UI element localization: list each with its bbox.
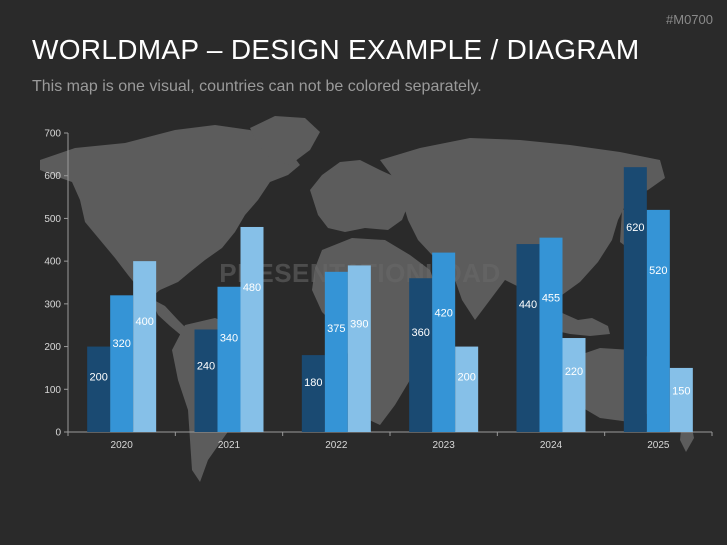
bar — [240, 226, 264, 432]
y-tick-label: 300 — [44, 299, 61, 310]
page-title: WORLDMAP – DESIGN EXAMPLE / DIAGRAM — [32, 34, 640, 65]
data-label: 620 — [626, 222, 644, 234]
bar — [516, 244, 540, 432]
x-tick-label: 2022 — [325, 440, 348, 451]
bar — [409, 278, 433, 432]
map-europe — [310, 160, 410, 232]
data-label: 390 — [350, 319, 368, 331]
data-label: 200 — [457, 371, 475, 383]
x-tick-label: 2025 — [647, 440, 670, 451]
data-label: 150 — [672, 385, 690, 397]
data-label: 420 — [434, 308, 452, 320]
x-tick-label: 2020 — [111, 440, 134, 451]
bar — [110, 295, 134, 432]
y-tick-label: 400 — [44, 257, 61, 268]
bar — [194, 329, 218, 432]
data-label: 180 — [304, 377, 322, 389]
y-tick-label: 600 — [44, 171, 61, 182]
bar — [646, 209, 670, 432]
data-label: 340 — [220, 333, 238, 345]
data-label: 480 — [243, 282, 261, 294]
map-greenland — [250, 116, 320, 165]
bar — [133, 261, 157, 432]
bar — [217, 286, 241, 432]
bar — [432, 252, 456, 432]
bar — [324, 271, 348, 432]
x-tick-label: 2024 — [540, 440, 563, 451]
data-label: 520 — [649, 265, 667, 277]
bar — [539, 237, 563, 432]
bar — [347, 265, 371, 432]
bar — [562, 338, 586, 432]
data-label: 220 — [565, 366, 583, 378]
map-central-america — [150, 298, 190, 336]
data-label: 400 — [135, 316, 153, 328]
y-tick-label: 0 — [55, 428, 61, 439]
data-label: 455 — [542, 293, 560, 305]
y-tick-label: 200 — [44, 342, 61, 353]
data-label: 200 — [89, 371, 107, 383]
x-tick-label: 2023 — [433, 440, 456, 451]
data-label: 320 — [112, 338, 130, 350]
bar — [301, 355, 325, 432]
data-label: 240 — [197, 360, 215, 372]
slide-code: #M0700 — [666, 12, 713, 27]
y-tick-label: 700 — [44, 129, 61, 140]
bar — [669, 367, 693, 432]
bar — [87, 346, 111, 432]
map-asia — [380, 138, 665, 320]
map-north-america — [40, 125, 300, 298]
data-label: 440 — [519, 299, 537, 311]
y-tick-label: 100 — [44, 385, 61, 396]
y-tick-label: 500 — [44, 214, 61, 225]
data-label: 375 — [327, 323, 345, 335]
x-tick-label: 2021 — [218, 440, 241, 451]
page-subtitle: This map is one visual, countries can no… — [32, 78, 482, 95]
bar — [455, 346, 479, 432]
bar — [623, 167, 647, 432]
data-label: 360 — [411, 327, 429, 339]
